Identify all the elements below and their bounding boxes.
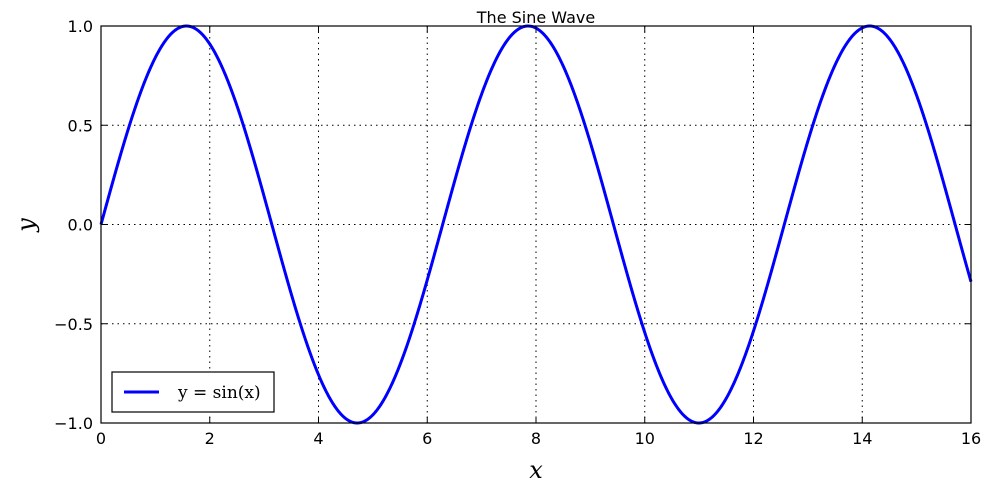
- grid: [100, 25, 972, 424]
- x-tick-label: 8: [531, 429, 541, 448]
- ticks: 0 2 4 6 8 10 12 14 16 −1.0 −0.5 0.0 0.5 1.0: [54, 17, 981, 448]
- x-tick-label: 4: [313, 429, 323, 448]
- y-tick-label: −0.5: [54, 315, 93, 334]
- y-axis-label: y: [12, 218, 40, 233]
- x-tick-label: 10: [635, 429, 655, 448]
- x-tick-label: 14: [852, 429, 872, 448]
- y-tick-label: 0.0: [68, 216, 93, 235]
- legend-label-sine: y = sin(x): [177, 383, 261, 403]
- x-axis-label: x: [529, 456, 543, 484]
- x-tick-label: 2: [205, 429, 215, 448]
- y-tick-label: 1.0: [68, 17, 93, 36]
- y-tick-label: 0.5: [68, 116, 93, 135]
- x-tick-label: 6: [422, 429, 432, 448]
- x-tick-label: 16: [961, 429, 981, 448]
- x-tick-label: 12: [743, 429, 763, 448]
- chart-title: The Sine Wave: [476, 8, 595, 27]
- legend: y = sin(x): [111, 371, 275, 413]
- y-tick-label: −1.0: [54, 414, 93, 433]
- x-tick-label: 0: [96, 429, 106, 448]
